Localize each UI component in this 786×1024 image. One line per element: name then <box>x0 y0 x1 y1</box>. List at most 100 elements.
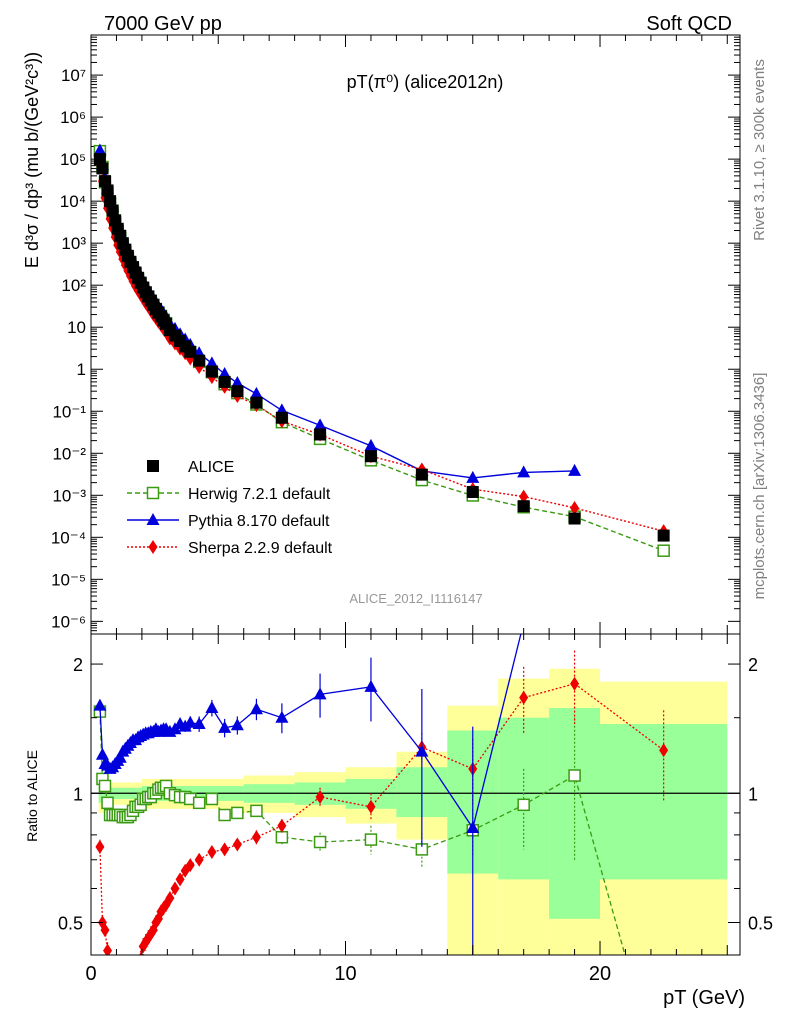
ratio-point-pythia <box>192 717 206 730</box>
data-point-pythia <box>364 438 378 451</box>
ratio-point-sherpa <box>207 844 217 859</box>
ratio-point-herwig <box>231 806 244 820</box>
data-point-alice <box>231 385 244 398</box>
data-point-sherpa <box>570 500 580 515</box>
ratio-point-sherpa <box>170 881 180 896</box>
data-point-alice <box>116 237 129 250</box>
main-panel: 10⁻⁶ 10⁻⁵ 10⁻⁴ 10⁻³ 10⁻² 10⁻¹ 1 10 10² 10³ 10⁴ 10⁵ 1… <box>51 34 741 635</box>
watermark: ALICE_2012_I1116147 <box>349 591 482 606</box>
ratio-point-pythia <box>218 720 232 733</box>
data-point-alice <box>657 529 670 542</box>
ratio-point-sherpa <box>175 872 185 887</box>
ratio-point-herwig <box>101 796 114 810</box>
ratio-plot-area <box>91 634 740 955</box>
legend: ALICE Herwig 7.2.1 default Pythia 8.170 de… <box>127 459 333 557</box>
data-point-alice <box>275 411 288 424</box>
legend-marker-alice <box>147 460 159 472</box>
data-point-alice <box>517 500 530 513</box>
ratio-y-tick-label-left: 1 <box>73 784 83 804</box>
data-point-alice <box>101 184 114 197</box>
data-point-pythia <box>230 376 244 389</box>
data-point-pythia <box>568 463 582 476</box>
legend-marker-pythia <box>146 513 160 525</box>
ratio-point-sherpa <box>519 690 529 705</box>
ratio-frame <box>90 633 741 956</box>
ratio-point-sherpa <box>220 842 230 857</box>
ratio-point-sherpa <box>570 676 580 691</box>
ratio-point-pythia <box>466 821 480 834</box>
ratio-point-pythia <box>275 710 289 723</box>
ratio-point-pythia <box>313 687 327 700</box>
ratio-point-pythia <box>415 744 429 757</box>
main-y-tick-label: 10³ <box>61 234 86 253</box>
ratio-point-herwig <box>250 804 263 818</box>
main-y-tick-label: 10⁻² <box>52 444 86 463</box>
ratio-point-pythia <box>183 715 197 728</box>
ratio-panel: 0.5 0.51 12 20 10 20 <box>58 633 773 985</box>
legend-label-alice: ALICE <box>188 459 234 476</box>
data-point-pythia <box>249 386 263 399</box>
ratio-point-sherpa <box>95 839 105 854</box>
data-point-sherpa <box>519 489 529 504</box>
ratio-point-herwig <box>364 833 378 846</box>
ratio-y-axis-title: Ratio to ALICE <box>24 750 40 842</box>
series-line-pythia <box>99 150 575 479</box>
ratio-y-tick-label-left: 0.5 <box>58 913 83 933</box>
data-point-alice <box>96 162 109 175</box>
data-point-alice <box>250 396 263 409</box>
data-point-alice <box>314 428 327 441</box>
header-right: Soft QCD <box>646 13 732 35</box>
ratio-y-tick-label-right: 0.5 <box>748 913 773 933</box>
ratio-point-pythia <box>113 750 127 763</box>
main-y-tick-label: 10 <box>67 318 86 337</box>
data-point-alice <box>466 485 479 498</box>
header-left: 7000 GeV pp <box>104 13 222 35</box>
main-y-tick-label: 10⁶ <box>60 108 86 127</box>
plot-title: pT(π⁰) (alice2012n) <box>347 72 504 92</box>
ratio-point-herwig <box>275 830 289 844</box>
ratio-point-sherpa <box>366 799 376 814</box>
data-point-alice <box>364 450 377 463</box>
data-point-pythia <box>466 470 480 483</box>
ratio-point-herwig <box>517 798 530 812</box>
ratio-point-sherpa <box>185 858 195 873</box>
ratio-point-sherpa <box>194 852 204 867</box>
ratio-point-sherpa <box>659 743 669 758</box>
data-point-alice <box>205 365 218 378</box>
ratio-point-pythia <box>205 701 219 714</box>
data-point-alice <box>218 375 231 388</box>
ratio-point-sherpa <box>165 891 175 906</box>
main-y-axis-title: E d³σ / dp³ (mu b/(GeV²c³)) <box>22 52 42 268</box>
data-point-alice <box>193 354 206 367</box>
data-point-alice <box>98 175 111 188</box>
ratio-point-sherpa <box>103 943 113 955</box>
ratio-point-herwig <box>218 808 231 822</box>
data-point-alice <box>106 204 119 217</box>
side-text-top: Rivet 3.1.10, ≥ 300k events <box>751 59 768 241</box>
ratio-y-tick-label-left: 2 <box>73 655 83 675</box>
data-point-alice <box>415 468 428 481</box>
ratio-point-sherpa <box>315 790 325 805</box>
data-point-alice <box>104 195 117 208</box>
data-point-alice <box>568 512 581 525</box>
ratio-point-sherpa <box>277 818 287 833</box>
data-point-herwig <box>657 544 670 557</box>
main-y-tick-label: 10⁻⁴ <box>51 528 86 547</box>
ratio-point-herwig <box>313 835 327 849</box>
legend-marker-herwig <box>146 486 160 500</box>
ratio-point-pythia <box>95 747 109 760</box>
ratio-point-herwig <box>205 792 219 806</box>
data-point-pythia <box>93 143 107 156</box>
main-y-tick-label: 10² <box>61 276 86 295</box>
ratio-point-herwig <box>568 769 581 782</box>
ratio-point-herwig <box>192 796 206 810</box>
ratio-point-sherpa <box>100 923 110 938</box>
data-point-pythia <box>205 356 219 369</box>
ratio-point-pythia <box>364 679 378 692</box>
data-point-pythia <box>313 418 327 431</box>
main-y-tick-label: 10⁻⁵ <box>51 570 86 589</box>
legend-label-herwig: Herwig 7.2.1 default <box>188 486 331 503</box>
x-axis-title: pT (GeV) <box>663 987 745 1009</box>
x-tick-label: 0 <box>85 963 96 985</box>
